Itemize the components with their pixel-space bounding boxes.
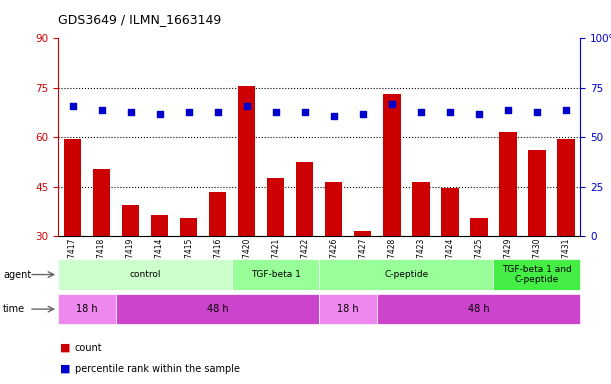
Point	[184, 109, 194, 115]
Bar	[180, 218, 197, 236]
Point	[213, 109, 222, 115]
Bar	[93, 169, 110, 236]
Bar	[493, 259, 580, 290]
Bar	[58, 259, 232, 290]
Text: 48 h: 48 h	[468, 304, 489, 314]
Bar	[151, 215, 169, 236]
Text: control: control	[130, 270, 161, 279]
Bar	[441, 189, 458, 236]
Text: GDS3649 / ILMN_1663149: GDS3649 / ILMN_1663149	[58, 13, 221, 26]
Point	[155, 111, 164, 117]
Bar	[470, 218, 488, 236]
Bar	[412, 182, 430, 236]
Point	[329, 113, 338, 119]
Point	[474, 111, 484, 117]
Point	[97, 106, 106, 113]
Text: ■: ■	[60, 364, 70, 374]
Bar	[58, 294, 116, 324]
Text: 18 h: 18 h	[337, 304, 359, 314]
Point	[445, 109, 455, 115]
Point	[503, 106, 513, 113]
Bar	[232, 259, 319, 290]
Text: TGF-beta 1: TGF-beta 1	[251, 270, 301, 279]
Bar	[557, 139, 574, 236]
Text: ■: ■	[60, 343, 70, 353]
Point	[126, 109, 136, 115]
Bar	[319, 259, 493, 290]
Bar	[319, 294, 377, 324]
Bar	[122, 205, 139, 236]
Bar	[267, 179, 285, 236]
Text: 48 h: 48 h	[207, 304, 229, 314]
Text: agent: agent	[3, 270, 31, 280]
Bar	[296, 162, 313, 236]
Text: time: time	[3, 304, 25, 314]
Bar	[209, 192, 226, 236]
Bar	[378, 294, 580, 324]
Point	[271, 109, 280, 115]
Bar	[499, 132, 516, 236]
Point	[68, 103, 78, 109]
Point	[416, 109, 426, 115]
Bar	[325, 182, 342, 236]
Bar	[528, 151, 546, 236]
Point	[358, 111, 368, 117]
Point	[561, 106, 571, 113]
Bar	[64, 139, 81, 236]
Bar	[354, 231, 371, 236]
Text: 18 h: 18 h	[76, 304, 98, 314]
Point	[532, 109, 542, 115]
Bar	[238, 86, 255, 236]
Text: count: count	[75, 343, 102, 353]
Point	[387, 101, 397, 107]
Point	[300, 109, 310, 115]
Bar	[116, 294, 319, 324]
Text: C-peptide: C-peptide	[384, 270, 428, 279]
Text: percentile rank within the sample: percentile rank within the sample	[75, 364, 240, 374]
Text: TGF-beta 1 and
C-peptide: TGF-beta 1 and C-peptide	[502, 265, 572, 284]
Point	[242, 103, 252, 109]
Bar	[383, 94, 401, 236]
